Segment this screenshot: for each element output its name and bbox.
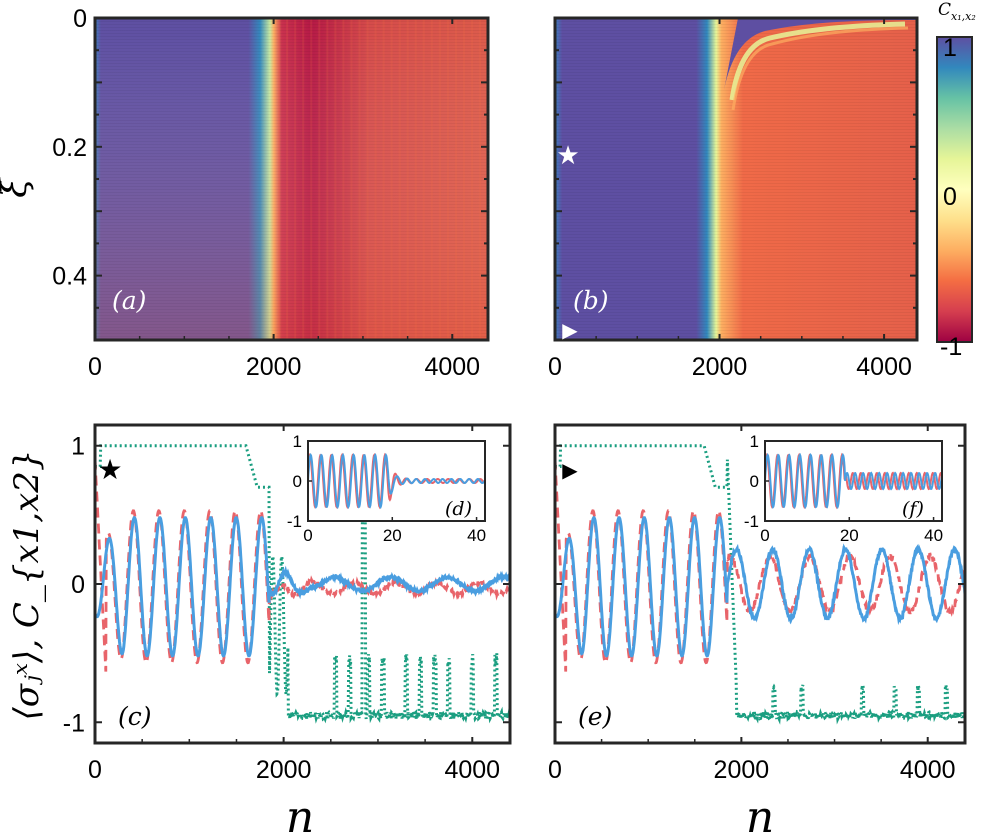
stripe xyxy=(398,18,401,340)
stripe xyxy=(422,18,425,340)
inset-ytick-label-2: -1 xyxy=(744,512,759,531)
stripe xyxy=(406,18,409,340)
inset-xtick-label-1: 20 xyxy=(383,526,402,545)
ytick-label-0: 0 xyxy=(73,5,87,33)
stripe xyxy=(390,18,393,340)
inset-ytick-label-0: 1 xyxy=(750,432,759,451)
stripe xyxy=(374,18,377,340)
xtick-label-2: 4000 xyxy=(424,353,480,381)
stripe xyxy=(342,18,345,340)
stripe xyxy=(294,18,297,340)
stripe xyxy=(454,18,457,340)
series-correlation xyxy=(555,444,967,725)
ylabel-c: ⟨σⱼˣ⟩, C_{x1,x2} xyxy=(7,449,47,720)
inset-xtick-label-0: 0 xyxy=(303,526,312,545)
stripe xyxy=(350,18,353,340)
xlabel-e: n xyxy=(746,792,774,839)
inset-xtick-label-2: 40 xyxy=(467,526,486,545)
series-sigma-blue xyxy=(93,516,511,658)
stripe xyxy=(278,18,281,340)
xtick-label-1: 2000 xyxy=(692,353,748,381)
stripe xyxy=(430,18,433,340)
stripe xyxy=(318,18,321,340)
stripe xyxy=(358,18,361,340)
inset-series-blue xyxy=(307,452,486,510)
triangle-marker-e: ▶ xyxy=(562,460,578,482)
xtick-label-2: 4000 xyxy=(444,756,500,784)
inset-ytick-label-0: 1 xyxy=(293,432,302,451)
inset-label: (d) xyxy=(445,498,472,520)
colorbar-bar xyxy=(936,36,973,343)
stripe xyxy=(446,18,449,340)
stripe xyxy=(286,18,289,340)
inset-series-blue xyxy=(764,452,943,510)
triangle-marker: ▶ xyxy=(562,320,578,342)
xlabel-c: n xyxy=(286,792,314,839)
stripe xyxy=(366,18,369,340)
xtick-label-1: 2000 xyxy=(714,756,770,784)
colorbar-title: Cx₁,x₂ xyxy=(938,0,976,23)
colorbar-tick-0: 0 xyxy=(943,183,957,211)
panel-label-c: (c) xyxy=(118,702,152,731)
ylabel-a: ξ̄ xyxy=(0,176,35,198)
stripe xyxy=(471,18,474,340)
star-marker: ★ xyxy=(556,140,579,170)
inset-ytick-label-1: 0 xyxy=(293,472,302,491)
xtick-label-0: 0 xyxy=(88,353,102,381)
xtick-label-0: 0 xyxy=(548,756,562,784)
xtick-label-0: 0 xyxy=(88,756,102,784)
panel-b: 0 2000 4000 (b) ★ ▶ xyxy=(548,16,919,381)
series-sigma-red xyxy=(553,459,967,672)
stripe xyxy=(479,18,482,340)
colorbar: Cx₁,x₂ 1 0 -1 xyxy=(936,0,976,361)
ytick-label-1: 0.2 xyxy=(52,134,87,162)
ytick-label-1: 0 xyxy=(71,571,85,599)
stripe xyxy=(414,18,417,340)
ytick-label-2: 0.4 xyxy=(52,263,87,291)
panel-a: 0 2000 4000 0 0.2 0.4 (a) xyxy=(52,5,490,381)
series-correlation xyxy=(95,444,512,724)
ytick-label-2: -1 xyxy=(63,709,85,737)
stripe xyxy=(326,18,329,340)
xtick-label-1: 2000 xyxy=(246,353,302,381)
inset-xtick-label-2: 40 xyxy=(924,526,943,545)
stripe xyxy=(310,18,313,340)
stripe xyxy=(334,18,337,340)
xtick-label-0: 0 xyxy=(548,353,562,381)
series-sigma-red xyxy=(93,459,512,672)
front-region xyxy=(724,18,917,90)
stripe xyxy=(302,18,305,340)
ytick-label-0: 1 xyxy=(71,433,85,461)
inset-xtick-label-0: 0 xyxy=(760,526,769,545)
xtick-label-2: 4000 xyxy=(856,353,912,381)
stripe xyxy=(382,18,385,340)
star-marker-c: ★ xyxy=(97,454,122,485)
xtick-label-1: 2000 xyxy=(256,756,312,784)
colorbar-tick-neg1: -1 xyxy=(940,333,962,361)
series-sigma-blue xyxy=(553,516,967,658)
panel-label-e: (e) xyxy=(578,702,612,731)
xtick-label-2: 4000 xyxy=(900,756,956,784)
inset-ytick-label-2: -1 xyxy=(287,512,302,531)
panel-label-a: (a) xyxy=(112,286,146,315)
inset-ytick-label-1: 0 xyxy=(750,472,759,491)
panel-label-b: (b) xyxy=(573,286,609,315)
inset-xtick-label-1: 20 xyxy=(840,526,859,545)
inset-label: (f) xyxy=(902,498,924,520)
colorbar-tick-1: 1 xyxy=(943,34,957,62)
stripe xyxy=(438,18,441,340)
stripe xyxy=(462,18,465,340)
